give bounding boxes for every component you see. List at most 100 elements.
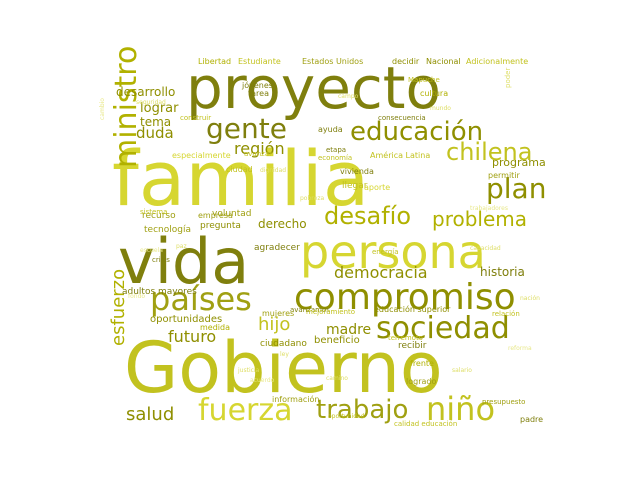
word: terremoto (388, 334, 423, 342)
word: proyecto (186, 54, 441, 122)
word: Estudiante (238, 57, 281, 66)
word: madre (326, 322, 371, 338)
word: familia (112, 134, 369, 223)
word: presupuesto (482, 398, 525, 406)
word: niño (426, 390, 495, 428)
word: crisis (152, 256, 170, 264)
word: Nacional (426, 57, 461, 66)
word: paz (176, 243, 187, 250)
word: seguridad (136, 99, 166, 106)
word: plan (486, 172, 546, 205)
word: fuerza (198, 393, 293, 428)
word: América Latina (370, 150, 430, 160)
word: trabajadores (470, 205, 508, 212)
word: escuela (140, 247, 163, 254)
word: región (234, 139, 285, 158)
word: vivienda (340, 167, 374, 176)
word: oportunidad (328, 413, 365, 420)
word: recibir (398, 341, 427, 351)
word: tarea (248, 89, 269, 98)
word: sociedad (376, 311, 510, 346)
word: consecuencia (378, 114, 426, 122)
word: mujeres (262, 309, 294, 318)
word: mejoramiento (306, 308, 355, 316)
word: ciudad (226, 165, 253, 174)
word: avanzamos (290, 306, 330, 314)
word: dignidad (260, 167, 286, 174)
word: energía (372, 248, 398, 256)
word: acuerdo (250, 377, 275, 384)
word: economía (318, 154, 352, 162)
word: ley (280, 351, 289, 358)
word: información (272, 394, 319, 404)
word: Libertad (198, 57, 231, 66)
word: educación superior (374, 304, 451, 314)
word: Estados Unidos (302, 57, 363, 66)
word: logrado (406, 377, 436, 386)
word: justicia (237, 367, 260, 374)
word: historia (480, 265, 525, 279)
word: voluntad (212, 209, 252, 219)
word: empresa (198, 211, 233, 220)
word: llegar (342, 181, 368, 191)
word: construir (180, 114, 211, 122)
word: ciudadano (260, 339, 307, 349)
word: relación (492, 310, 520, 318)
word: hijo (258, 314, 290, 335)
word: permitir (488, 171, 521, 180)
word: sistema (140, 208, 167, 216)
word: ministro (109, 46, 144, 168)
word: oportunidades (150, 314, 222, 325)
word: países (150, 280, 252, 318)
word: campo (338, 93, 359, 100)
word: tecnología (144, 225, 191, 235)
word: calidad educación (394, 420, 457, 428)
word: fondo (128, 293, 145, 300)
word: agradecer (254, 243, 300, 253)
word: aporte (364, 183, 390, 192)
word: gente (206, 112, 287, 145)
word: tema (140, 115, 171, 129)
word: capacidad (470, 245, 501, 252)
word: etapa (326, 146, 346, 154)
word: poder (504, 68, 512, 88)
word: democracia (334, 263, 428, 282)
word: cambio (99, 98, 106, 120)
word: lograr (140, 101, 179, 116)
word: trabajo (316, 395, 408, 425)
word: pobreza (300, 195, 324, 202)
word: medida (200, 323, 230, 332)
word: compromiso (294, 277, 516, 318)
word: duda (136, 124, 174, 142)
word: esfuerzo (108, 269, 129, 346)
word: padre (520, 415, 543, 424)
word: vida (118, 225, 249, 298)
word: persona (300, 225, 486, 279)
word: reforma (508, 345, 532, 352)
word: recurso (142, 211, 176, 221)
word: beneficio (314, 335, 360, 346)
word: adultos mayores (122, 287, 197, 297)
word: futuro (168, 327, 216, 346)
word: avanzar (244, 150, 272, 158)
word: decidir (392, 57, 420, 66)
word: mundo (430, 105, 451, 112)
word: frente (410, 359, 434, 368)
word: chilena (446, 138, 532, 166)
word: Adicionalmente (466, 57, 528, 66)
word: derecho (258, 217, 307, 231)
word: programa (492, 156, 546, 169)
word: Gobierno (124, 327, 443, 409)
word: pregunta (200, 221, 241, 231)
word: salud (126, 404, 174, 425)
word: salario (452, 367, 472, 374)
word: problema (432, 207, 527, 231)
word: camino (326, 375, 348, 382)
word: ayuda (318, 125, 343, 134)
word: desarrollo (116, 85, 175, 99)
word: nación (520, 295, 540, 302)
word: jóvenes (241, 80, 273, 90)
word: desafío (324, 202, 411, 230)
word: educación (350, 117, 483, 147)
